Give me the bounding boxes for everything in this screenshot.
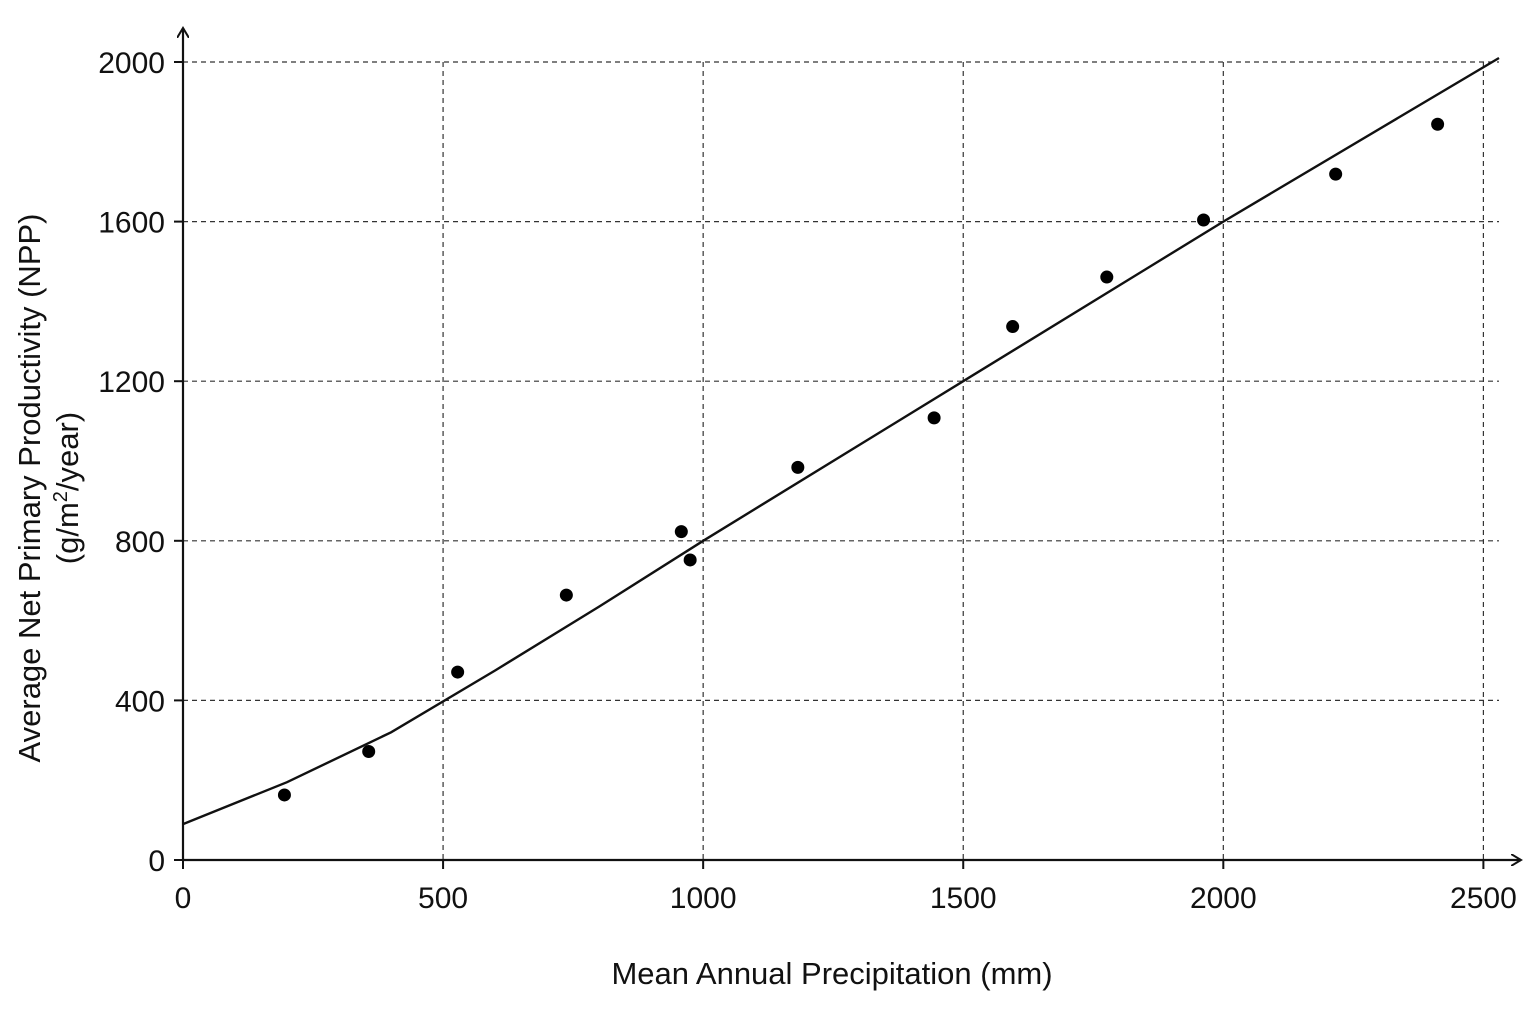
y-tick-label: 800 [115, 526, 165, 559]
y-axis-title-unit-superscript: 2 [50, 491, 72, 502]
data-point [683, 553, 697, 567]
data-point [1006, 320, 1020, 334]
data-point [362, 744, 376, 758]
data-point [1100, 270, 1114, 284]
ticks: 0 400 800 1200 1600 2000 0 500 1000 1500 2000 2500 [98, 47, 1517, 915]
x-axis-title: Mean Annual Precipitation (mm) [611, 956, 1052, 991]
data-point [791, 460, 805, 474]
data-point [559, 588, 573, 602]
data-points [277, 117, 1445, 802]
data-point [277, 788, 291, 802]
data-point [451, 665, 465, 679]
x-tick-label: 2500 [1450, 882, 1517, 915]
data-point [1431, 117, 1445, 131]
trend-line [182, 56, 1500, 826]
x-tick-label: 2000 [1190, 882, 1257, 915]
y-axis-title-unit-prefix: (g/m [50, 502, 85, 564]
y-tick-label: 400 [115, 685, 165, 718]
data-point [1197, 213, 1211, 227]
gridlines [183, 61, 1499, 860]
data-point [1329, 167, 1343, 181]
y-tick-label: 1600 [98, 207, 165, 240]
x-tick-label: 0 [175, 882, 192, 915]
y-axis-title-unit-suffix: /year) [50, 412, 85, 491]
axes [183, 28, 1521, 860]
x-tick-label: 500 [418, 882, 468, 915]
y-axis-title: Average Net Primary Productivity (NPP) (… [12, 214, 85, 763]
y-tick-label: 1200 [98, 366, 165, 399]
fit-line-group [182, 56, 1500, 826]
x-tick-label: 1500 [930, 882, 997, 915]
y-axis-title-line2: (g/m2/year) [50, 412, 85, 564]
x-tick-label: 1000 [670, 882, 737, 915]
y-axis-title-line1: Average Net Primary Productivity (NPP) [12, 214, 47, 763]
y-tick-label: 0 [148, 845, 165, 878]
data-point [927, 411, 941, 425]
data-point [674, 525, 688, 539]
y-tick-label: 2000 [98, 47, 165, 80]
